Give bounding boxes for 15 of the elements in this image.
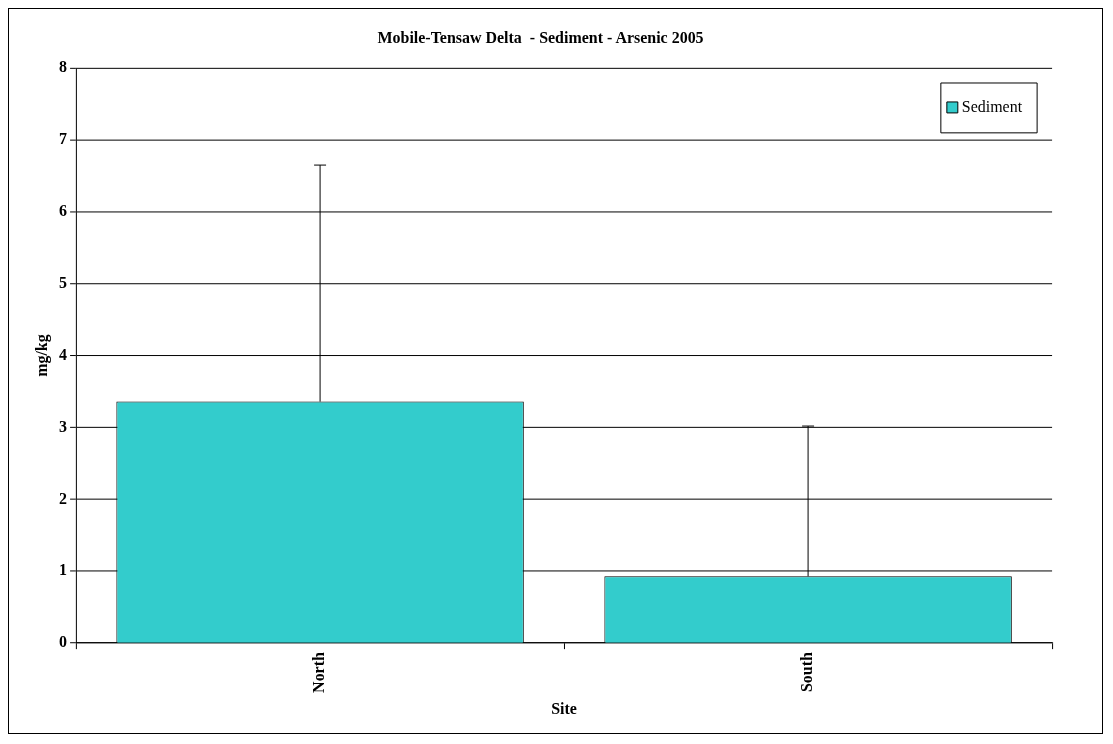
x-tick-label: North (310, 652, 328, 693)
y-tick-label: 0 (59, 633, 68, 651)
y-tick-label: 4 (59, 345, 68, 363)
chart-title: Mobile-Tensaw Delta - Sediment - Arsenic 2005 (377, 28, 704, 46)
x-axis-title: Site (551, 699, 577, 717)
legend-label: Sediment (961, 98, 1023, 116)
y-tick-label: 8 (59, 58, 68, 76)
y-axis-title: mg/kg (32, 334, 51, 377)
y-tick-label: 1 (59, 561, 68, 579)
y-tick-label: 2 (59, 489, 68, 507)
x-tick-label: South (798, 652, 816, 693)
y-tick-label: 6 (59, 201, 68, 219)
y-tick-label: 5 (59, 273, 68, 291)
y-tick-label: 7 (59, 130, 68, 148)
y-tick-label: 3 (59, 417, 68, 435)
